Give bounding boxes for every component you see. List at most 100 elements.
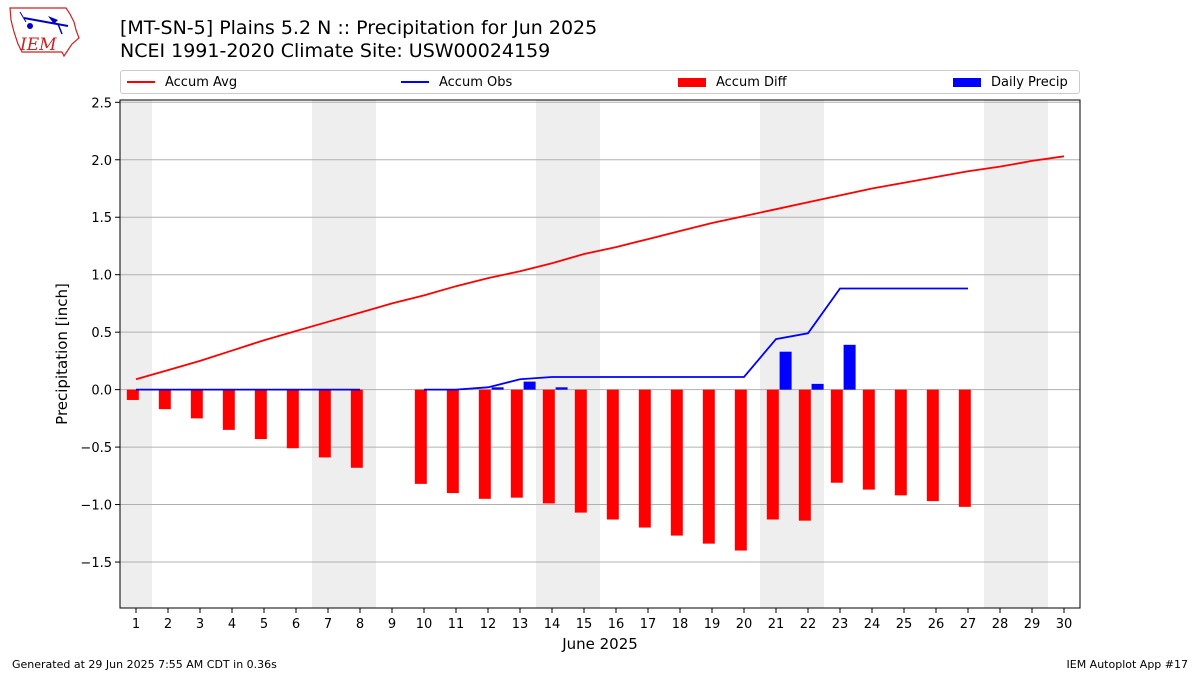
weekend-band bbox=[120, 100, 152, 608]
weekend-band bbox=[536, 100, 600, 608]
x-tick-label: 17 bbox=[640, 617, 657, 632]
y-tick-label: 1.0 bbox=[91, 269, 112, 284]
x-tick-label: 5 bbox=[260, 617, 268, 632]
legend-swatch-accum-diff bbox=[678, 77, 706, 87]
iem-logo: IEM bbox=[6, 4, 82, 64]
x-tick-label: 7 bbox=[324, 617, 332, 632]
bar-accum-diff bbox=[734, 389, 747, 551]
bar-accum-diff bbox=[286, 389, 299, 449]
x-tick-label: 6 bbox=[292, 617, 300, 632]
footer-generated: Generated at 29 Jun 2025 7:55 AM CDT in … bbox=[12, 658, 277, 671]
x-tick-label: 27 bbox=[960, 617, 977, 632]
bar-accum-diff bbox=[510, 389, 523, 498]
bar-accum-diff bbox=[222, 389, 235, 430]
chart-title: [MT-SN-5] Plains 5.2 N :: Precipitation … bbox=[120, 17, 598, 39]
x-tick-label: 4 bbox=[228, 617, 236, 632]
x-tick-label: 24 bbox=[864, 617, 881, 632]
x-tick-label: 16 bbox=[608, 617, 625, 632]
bar-daily-precip bbox=[811, 383, 824, 390]
y-tick-label: 0.0 bbox=[91, 384, 112, 399]
legend-swatch-accum-obs bbox=[401, 81, 429, 83]
bar-daily-precip bbox=[523, 381, 536, 390]
x-tick-label: 3 bbox=[196, 617, 204, 632]
y-tick-label: 1.5 bbox=[91, 211, 112, 226]
bar-accum-diff bbox=[638, 389, 651, 528]
x-axis-label: June 2025 bbox=[561, 635, 638, 653]
x-tick-label: 15 bbox=[576, 617, 593, 632]
axes: −1.5−1.0−0.50.00.51.01.52.02.51 2 3 4 5 6 7 8 9 1… bbox=[80, 96, 1081, 632]
line-accum-avg bbox=[135, 155, 1065, 381]
legend-label-accum-diff: Accum Diff bbox=[716, 74, 787, 90]
legend-swatch-accum-avg bbox=[127, 81, 155, 83]
bar-accum-diff bbox=[254, 389, 267, 440]
bar-accum-diff bbox=[862, 389, 875, 490]
y-tick-label: 2.0 bbox=[91, 154, 112, 169]
x-tick-label: 18 bbox=[672, 617, 689, 632]
y-tick-label: −1.5 bbox=[80, 556, 112, 571]
x-tick-label: 12 bbox=[480, 617, 497, 632]
y-tick-label: 0.5 bbox=[91, 326, 112, 341]
legend-item-accum-obs: Accum Obs bbox=[401, 71, 512, 93]
bar-accum-diff bbox=[190, 389, 203, 419]
y-gridlines bbox=[120, 101, 1080, 563]
y-tick-label: −1.0 bbox=[80, 499, 112, 514]
legend-label-accum-avg: Accum Avg bbox=[165, 74, 238, 90]
bar-accum-diff bbox=[606, 389, 619, 520]
chart-subtitle: NCEI 1991-2020 Climate Site: USW00024159 bbox=[120, 40, 551, 62]
plot-frame bbox=[119, 99, 1081, 609]
logo-text: IEM bbox=[19, 35, 57, 55]
legend-swatch-daily-precip bbox=[953, 77, 981, 87]
line-accum-obs bbox=[424, 287, 968, 391]
weekend-shading bbox=[120, 100, 1048, 608]
bar-accum-diff bbox=[158, 389, 171, 410]
bar-daily-precip bbox=[491, 387, 504, 390]
x-tick-label: 28 bbox=[992, 617, 1009, 632]
x-tick-label: 2 bbox=[164, 617, 172, 632]
bar-accum-diff bbox=[766, 389, 779, 520]
x-tick-label: 8 bbox=[356, 617, 364, 632]
x-tick-label: 9 bbox=[388, 617, 396, 632]
x-tick-label: 11 bbox=[448, 617, 465, 632]
x-tick-label: 26 bbox=[928, 617, 945, 632]
bar-accum-diff bbox=[542, 389, 555, 504]
x-tick-label: 19 bbox=[704, 617, 721, 632]
x-tick-label: 30 bbox=[1056, 617, 1073, 632]
x-tick-label: 23 bbox=[832, 617, 849, 632]
y-tick-label: 2.5 bbox=[91, 96, 112, 111]
bar-accum-diff bbox=[478, 389, 491, 499]
bar-accum-diff bbox=[830, 389, 843, 483]
x-tick-label: 13 bbox=[512, 617, 529, 632]
x-tick-label: 25 bbox=[896, 617, 913, 632]
bar-accum-diff bbox=[414, 389, 427, 484]
legend-label-daily-precip: Daily Precip bbox=[991, 74, 1068, 90]
bar-accum-diff bbox=[894, 389, 907, 496]
bar-accum-diff bbox=[958, 389, 971, 507]
legend-item-accum-avg: Accum Avg bbox=[127, 71, 237, 93]
x-tick-label: 29 bbox=[1024, 617, 1041, 632]
bar-accum-diff bbox=[446, 389, 459, 494]
legend: Accum Avg Accum Obs Accum Diff Daily Pre… bbox=[120, 70, 1080, 94]
legend-item-daily-precip: Daily Precip bbox=[953, 71, 1068, 93]
bars bbox=[126, 344, 971, 551]
weekend-band bbox=[760, 100, 824, 608]
x-tick-label: 22 bbox=[800, 617, 817, 632]
legend-item-accum-diff: Accum Diff bbox=[678, 71, 787, 93]
x-tick-label: 14 bbox=[544, 617, 561, 632]
bar-accum-diff bbox=[318, 389, 331, 458]
bar-daily-precip bbox=[555, 387, 568, 390]
footer-app: IEM Autoplot App #17 bbox=[1066, 658, 1189, 671]
legend-label-accum-obs: Accum Obs bbox=[439, 74, 513, 90]
bar-accum-diff bbox=[574, 389, 587, 513]
bar-accum-diff bbox=[350, 389, 363, 468]
x-tick-label: 10 bbox=[416, 617, 433, 632]
bar-daily-precip bbox=[779, 351, 792, 390]
bar-accum-diff bbox=[126, 389, 139, 400]
bar-daily-precip bbox=[843, 344, 856, 390]
x-tick-label: 1 bbox=[132, 617, 140, 632]
y-tick-label: −0.5 bbox=[80, 441, 112, 456]
x-tick-label: 20 bbox=[736, 617, 753, 632]
series-lines bbox=[135, 155, 1065, 391]
bar-accum-diff bbox=[670, 389, 683, 536]
x-tick-label: 21 bbox=[768, 617, 785, 632]
